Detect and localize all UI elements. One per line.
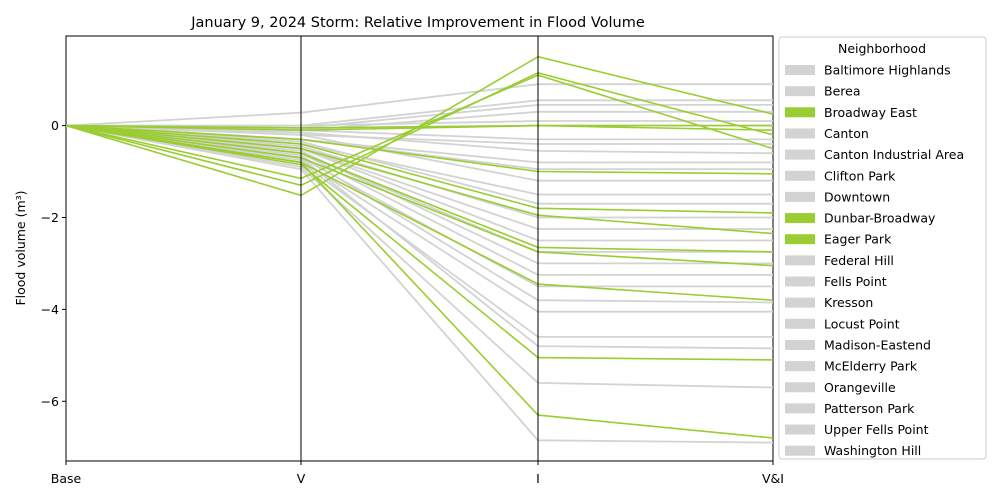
legend-entry-label: Kresson <box>824 295 873 310</box>
series-line-highlight <box>65 124 773 129</box>
series-line-highlight <box>65 124 774 253</box>
series-line-other <box>65 124 774 389</box>
x-tick-label: I <box>536 471 540 486</box>
series-line-highlight <box>65 124 774 267</box>
legend-swatch <box>785 297 815 308</box>
legend-entry-label: Broadway East <box>824 105 917 120</box>
series-line-highlight <box>65 71 774 187</box>
legend-entry-label: Upper Fells Point <box>824 422 929 437</box>
legend-frame <box>778 36 987 460</box>
y-tick-label: −2 <box>41 210 59 225</box>
plot-area <box>65 35 774 462</box>
x-tick-label: Base <box>51 471 82 486</box>
legend-swatch <box>785 149 815 160</box>
y-tick-label: 0 <box>51 118 59 133</box>
legend-swatch <box>785 213 815 224</box>
series-line-other <box>65 124 773 205</box>
legend-swatch <box>785 445 815 456</box>
legend-swatch <box>785 255 815 266</box>
series-line-highlight <box>65 124 774 361</box>
series-line-highlight <box>65 124 774 132</box>
legend-entry-label: Berea <box>824 84 860 99</box>
legend-swatch <box>785 318 815 329</box>
legend-swatch <box>785 191 815 202</box>
y-axis-ticks: 0 −2 −4 −6 <box>41 118 66 409</box>
legend-swatch <box>785 361 815 372</box>
legend-swatch <box>785 128 815 139</box>
legend-entry-label: Locust Point <box>824 316 900 331</box>
legend-entry-label: Eager Park <box>824 232 892 247</box>
legend-title: Neighborhood <box>838 41 926 56</box>
legend-entry-label: Washington Hill <box>824 443 921 458</box>
legend-entry-label: Federal Hill <box>824 253 894 268</box>
legend-entry-label: Orangeville <box>824 380 896 395</box>
legend-swatch <box>785 234 815 245</box>
legend-swatch <box>785 403 815 414</box>
legend-swatch <box>785 170 815 181</box>
series-line-other <box>65 124 773 265</box>
legend-swatch <box>785 382 815 393</box>
legend-entry-label: Canton Industrial Area <box>824 147 964 162</box>
series-line-other <box>65 83 773 127</box>
legend-swatch <box>785 424 815 435</box>
y-tick-label: −6 <box>41 394 59 409</box>
legend-swatch <box>785 86 815 97</box>
plot-frame <box>65 35 774 462</box>
legend-entry-label: Clifton Park <box>824 168 896 183</box>
x-tick-label: V <box>297 471 306 486</box>
series-group-highlight <box>65 55 774 439</box>
legend-entry-label: Madison-Eastend <box>824 337 931 352</box>
series-line-other <box>66 120 773 127</box>
legend-entry-label: Baltimore Highlands <box>824 63 951 78</box>
x-axis-ticks: Base V I V&I <box>51 461 784 486</box>
series-line-other <box>65 124 774 304</box>
series-line-other <box>65 124 773 313</box>
legend-swatch <box>785 339 815 350</box>
y-axis-label: Flood volume (m³) <box>13 190 28 305</box>
series-line-other <box>65 124 774 444</box>
legend-entries: Baltimore Highlands Berea Broadway East Can… <box>785 63 964 458</box>
axis-lines <box>300 36 539 461</box>
legend-entry-label: McElderry Park <box>824 359 918 374</box>
series-line-highlight <box>65 124 774 439</box>
series-line-highlight <box>65 124 774 175</box>
series-line-other <box>65 124 773 182</box>
legend-entry-label: Downtown <box>824 189 890 204</box>
series-line-highlight <box>65 124 774 214</box>
legend: Neighborhood Baltimore Highlands Berea Bro… <box>778 36 987 460</box>
series-line-other <box>65 104 773 129</box>
x-tick-label: V&I <box>762 471 784 486</box>
legend-swatch <box>785 107 815 118</box>
series-line-other <box>65 124 774 155</box>
legend-entry-label: Dunbar-Broadway <box>824 211 936 226</box>
series-line-other <box>65 124 774 350</box>
chart-title: January 9, 2024 Storm: Relative Improvem… <box>190 15 645 31</box>
y-tick-label: −4 <box>41 302 59 317</box>
series-line-highlight <box>65 124 774 235</box>
legend-entry-label: Canton <box>824 126 869 141</box>
legend-swatch <box>785 65 815 75</box>
legend-entry-label: Fells Point <box>824 274 887 289</box>
legend-swatch <box>785 276 815 287</box>
legend-entry-label: Patterson Park <box>824 401 915 416</box>
